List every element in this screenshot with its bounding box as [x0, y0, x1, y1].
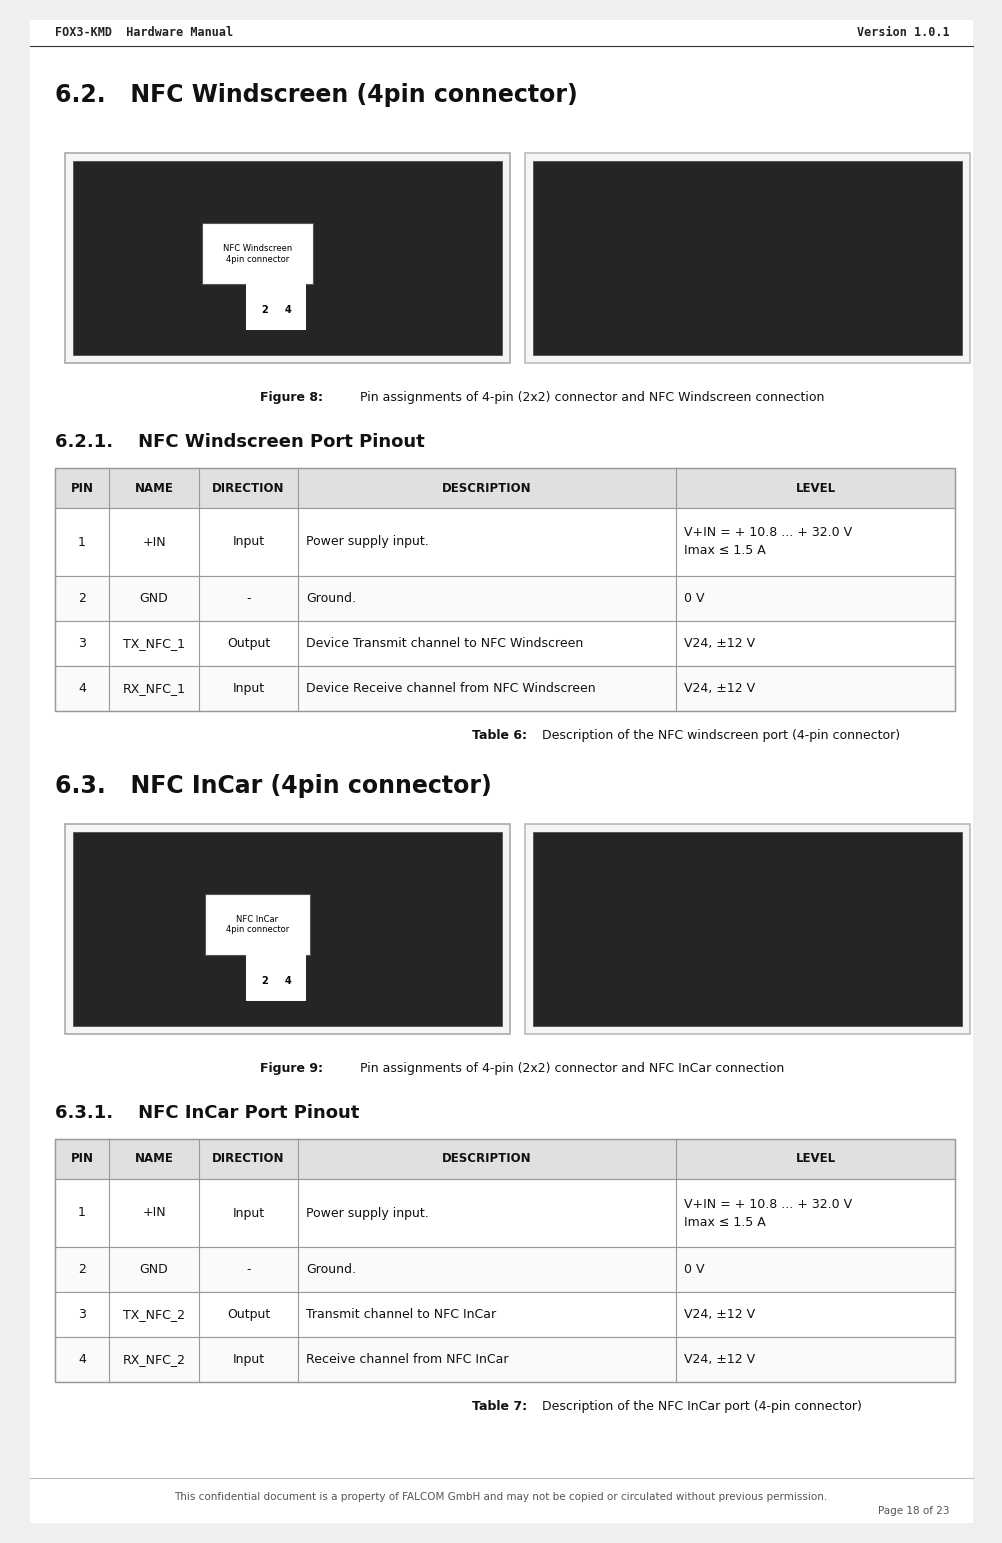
Text: NFC InCar
4pin connector: NFC InCar 4pin connector [225, 915, 289, 935]
Bar [55, 468, 954, 711]
Text: LEVEL: LEVEL [795, 481, 835, 494]
Bar [55, 667, 954, 711]
Bar [55, 1179, 954, 1247]
Text: Version 1.0.1: Version 1.0.1 [857, 26, 949, 40]
Text: 6.3.1.    NFC InCar Port Pinout: 6.3.1. NFC InCar Port Pinout [55, 1103, 359, 1122]
Text: Power supply input.: Power supply input. [306, 535, 428, 548]
Bar [55, 576, 954, 620]
Text: NFC Windscreen
4pin connector: NFC Windscreen 4pin connector [222, 244, 292, 264]
Text: DESCRIPTION: DESCRIPTION [442, 1153, 531, 1165]
Text: 0 V: 0 V [683, 593, 703, 605]
Text: Table 6:: Table 6: [472, 728, 527, 742]
Text: 2: 2 [78, 1264, 86, 1276]
Text: 3: 3 [285, 961, 292, 972]
Text: PIN: PIN [70, 1153, 93, 1165]
Text: Input: Input [232, 682, 265, 694]
Bar [55, 508, 954, 576]
Bar [532, 160, 961, 355]
Text: Output: Output [226, 637, 270, 650]
Text: TX_NFC_1: TX_NFC_1 [123, 637, 184, 650]
Text: V24, ±12 V: V24, ±12 V [683, 682, 755, 694]
Text: V+IN = + 10.8 ... + 32.0 V
Imax ≤ 1.5 A: V+IN = + 10.8 ... + 32.0 V Imax ≤ 1.5 A [683, 1197, 852, 1228]
Text: 3: 3 [78, 637, 86, 650]
Text: 6.3.   NFC InCar (4pin connector): 6.3. NFC InCar (4pin connector) [55, 775, 491, 798]
Text: 1: 1 [261, 292, 268, 301]
Text: 4: 4 [285, 977, 292, 986]
Text: DIRECTION: DIRECTION [212, 1153, 285, 1165]
Text: 2: 2 [261, 977, 268, 986]
Text: PIN: PIN [70, 481, 93, 494]
Text: RX_NFC_2: RX_NFC_2 [122, 1353, 185, 1366]
Text: GND: GND [139, 593, 168, 605]
Text: Pin assignments of 4-pin (2x2) connector and NFC InCar connection: Pin assignments of 4-pin (2x2) connector… [340, 1062, 784, 1075]
Bar [65, 153, 509, 363]
Bar [65, 824, 509, 1034]
Text: Ground.: Ground. [306, 1264, 356, 1276]
Text: 1: 1 [261, 961, 268, 972]
Text: 2: 2 [261, 306, 268, 315]
Text: Output: Output [226, 1308, 270, 1321]
Text: NAME: NAME [134, 1153, 173, 1165]
Text: NAME: NAME [134, 481, 173, 494]
Bar [524, 824, 969, 1034]
Text: LEVEL: LEVEL [795, 1153, 835, 1165]
Text: Description of the NFC windscreen port (4-pin connector): Description of the NFC windscreen port (… [529, 728, 899, 742]
Text: Power supply input.: Power supply input. [306, 1207, 428, 1219]
Bar [55, 1247, 954, 1291]
Text: V+IN = + 10.8 ... + 32.0 V
Imax ≤ 1.5 A: V+IN = + 10.8 ... + 32.0 V Imax ≤ 1.5 A [683, 526, 852, 557]
Text: This confidential document is a property of FALCOM GmbH and may not be copied or: This confidential document is a property… [174, 1492, 827, 1501]
Text: RX_NFC_1: RX_NFC_1 [122, 682, 185, 694]
Text: Transmit channel to NFC InCar: Transmit channel to NFC InCar [306, 1308, 496, 1321]
Text: Input: Input [232, 535, 265, 548]
Bar [55, 1139, 954, 1179]
Bar [55, 1291, 954, 1336]
Text: Device Transmit channel to NFC Windscreen: Device Transmit channel to NFC Windscree… [306, 637, 583, 650]
Bar [55, 1336, 954, 1383]
Text: Table 7:: Table 7: [472, 1400, 527, 1413]
Text: 1: 1 [78, 1207, 86, 1219]
Text: 0 V: 0 V [683, 1264, 703, 1276]
Text: Figure 9:: Figure 9: [260, 1062, 323, 1075]
Bar [524, 153, 969, 363]
Text: GND: GND [139, 1264, 168, 1276]
Text: FOX3-KMD  Hardware Manual: FOX3-KMD Hardware Manual [55, 26, 232, 40]
Text: -: - [246, 1264, 250, 1276]
Text: Device Receive channel from NFC Windscreen: Device Receive channel from NFC Windscre… [306, 682, 595, 694]
Text: -: - [246, 593, 250, 605]
Text: Input: Input [232, 1353, 265, 1366]
Text: 4: 4 [285, 306, 292, 315]
Bar [73, 832, 501, 1026]
Text: 3: 3 [78, 1308, 86, 1321]
Bar [55, 1139, 954, 1383]
Text: V24, ±12 V: V24, ±12 V [683, 637, 755, 650]
Text: 3: 3 [285, 292, 292, 301]
Bar [73, 160, 501, 355]
Text: 6.2.1.    NFC Windscreen Port Pinout: 6.2.1. NFC Windscreen Port Pinout [55, 434, 424, 451]
Text: V24, ±12 V: V24, ±12 V [683, 1308, 755, 1321]
Text: 1: 1 [78, 535, 86, 548]
Text: Receive channel from NFC InCar: Receive channel from NFC InCar [306, 1353, 508, 1366]
Text: 6.2.   NFC Windscreen (4pin connector): 6.2. NFC Windscreen (4pin connector) [55, 83, 577, 106]
Text: V24, ±12 V: V24, ±12 V [683, 1353, 755, 1366]
Text: Figure 8:: Figure 8: [260, 390, 323, 404]
Text: +IN: +IN [142, 1207, 165, 1219]
Text: TX_NFC_2: TX_NFC_2 [123, 1308, 184, 1321]
Text: Description of the NFC InCar port (4-pin connector): Description of the NFC InCar port (4-pin… [529, 1400, 861, 1413]
Text: DIRECTION: DIRECTION [212, 481, 285, 494]
Bar [532, 832, 961, 1026]
Text: +IN: +IN [142, 535, 165, 548]
Text: 4: 4 [78, 1353, 86, 1366]
Bar [55, 620, 954, 667]
Bar [55, 468, 954, 508]
Text: DESCRIPTION: DESCRIPTION [442, 481, 531, 494]
Text: Pin assignments of 4-pin (2x2) connector and NFC Windscreen connection: Pin assignments of 4-pin (2x2) connector… [340, 390, 824, 404]
Text: Page 18 of 23: Page 18 of 23 [878, 1506, 949, 1517]
Text: Input: Input [232, 1207, 265, 1219]
Text: Ground.: Ground. [306, 593, 356, 605]
Text: 4: 4 [78, 682, 86, 694]
Text: 2: 2 [78, 593, 86, 605]
